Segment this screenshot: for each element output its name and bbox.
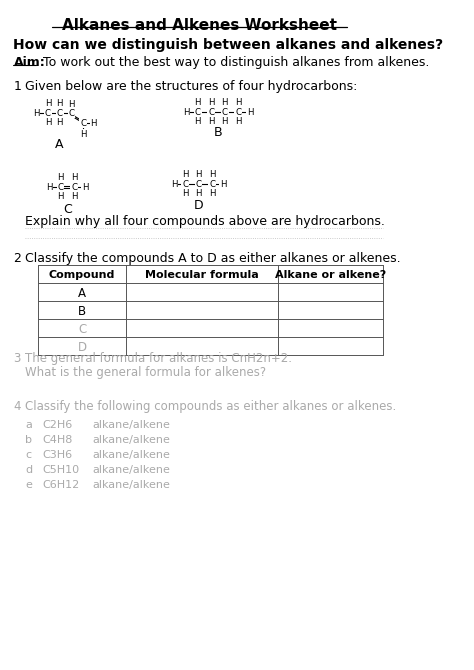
Text: H: H: [71, 192, 77, 200]
Text: The general formula for alkanes is CnH2n+2.: The general formula for alkanes is CnH2n…: [25, 352, 292, 365]
Text: H: H: [182, 188, 188, 198]
Text: H: H: [68, 100, 75, 109]
Text: C: C: [80, 119, 86, 127]
Text: B: B: [78, 304, 86, 318]
Text: Explain why all four compounds above are hydrocarbons.: Explain why all four compounds above are…: [25, 215, 385, 228]
Text: C: C: [235, 107, 241, 117]
Text: H: H: [246, 107, 253, 117]
Text: H: H: [182, 107, 189, 117]
Text: Classify the compounds A to D as either alkanes or alkenes.: Classify the compounds A to D as either …: [25, 252, 401, 265]
Text: H: H: [171, 180, 177, 188]
Text: Alkanes and Alkenes Worksheet: Alkanes and Alkenes Worksheet: [62, 18, 337, 33]
Text: H: H: [33, 109, 39, 117]
Text: C6H12: C6H12: [42, 480, 79, 490]
Text: C4H8: C4H8: [42, 435, 73, 445]
Text: a: a: [25, 420, 32, 430]
Text: H: H: [221, 98, 228, 107]
Text: H: H: [194, 98, 201, 107]
Text: C: C: [45, 109, 51, 117]
Text: alkane/alkene: alkane/alkene: [92, 480, 171, 490]
Text: alkane/alkene: alkane/alkene: [92, 465, 171, 475]
Text: 1: 1: [13, 80, 21, 93]
Text: H: H: [208, 98, 214, 107]
Text: Compound: Compound: [49, 270, 115, 280]
Text: 4: 4: [13, 400, 21, 413]
Text: A: A: [78, 287, 86, 299]
Text: e: e: [25, 480, 32, 490]
Text: D: D: [77, 340, 87, 354]
Text: To work out the best way to distinguish alkanes from alkenes.: To work out the best way to distinguish …: [39, 56, 429, 69]
Text: H: H: [235, 117, 241, 125]
Text: H: H: [71, 172, 77, 182]
Text: C: C: [182, 180, 188, 188]
Text: C: C: [208, 107, 214, 117]
Text: C: C: [57, 182, 64, 192]
Text: B: B: [214, 126, 222, 139]
Text: alkane/alkene: alkane/alkene: [92, 420, 171, 430]
Text: c: c: [25, 450, 31, 460]
Text: H: H: [182, 170, 188, 178]
Text: C5H10: C5H10: [42, 465, 79, 475]
Text: What is the general formula for alkenes?: What is the general formula for alkenes?: [25, 366, 266, 379]
Text: alkane/alkene: alkane/alkene: [92, 435, 171, 445]
Text: H: H: [194, 117, 201, 125]
Text: H: H: [209, 188, 215, 198]
Text: H: H: [209, 170, 215, 178]
Text: C: C: [69, 109, 74, 117]
Text: D: D: [194, 199, 203, 212]
Text: A: A: [55, 138, 63, 151]
Text: H: H: [221, 117, 228, 125]
Text: b: b: [25, 435, 32, 445]
Text: C: C: [196, 180, 201, 188]
Text: H: H: [56, 117, 63, 127]
Text: C: C: [57, 109, 63, 117]
Text: Aim:: Aim:: [13, 56, 45, 69]
Text: 3: 3: [13, 352, 21, 365]
Text: alkane/alkene: alkane/alkene: [92, 450, 171, 460]
Text: C: C: [222, 107, 228, 117]
Text: H: H: [220, 180, 226, 188]
Text: C: C: [71, 182, 77, 192]
Text: C: C: [78, 322, 86, 336]
Text: H: H: [56, 98, 63, 107]
Text: H: H: [235, 98, 241, 107]
Text: C2H6: C2H6: [42, 420, 73, 430]
Text: H: H: [46, 182, 53, 192]
Text: H: H: [208, 117, 214, 125]
Text: H: H: [80, 129, 87, 139]
Text: Alkane or alkene?: Alkane or alkene?: [274, 270, 386, 280]
Text: d: d: [25, 465, 32, 475]
Text: Molecular formula: Molecular formula: [145, 270, 259, 280]
Text: H: H: [90, 119, 97, 127]
Text: H: H: [82, 182, 88, 192]
Text: H: H: [195, 170, 202, 178]
Text: C: C: [209, 180, 215, 188]
Text: H: H: [195, 188, 202, 198]
Text: H: H: [45, 117, 51, 127]
Text: C3H6: C3H6: [42, 450, 72, 460]
Text: 2: 2: [13, 252, 21, 265]
Text: H: H: [57, 192, 64, 200]
Text: C: C: [195, 107, 201, 117]
Text: Given below are the structures of four hydrocarbons:: Given below are the structures of four h…: [25, 80, 357, 93]
Text: C: C: [63, 203, 72, 216]
Text: H: H: [57, 172, 64, 182]
Text: Classify the following compounds as either alkanes or alkenes.: Classify the following compounds as eith…: [25, 400, 396, 413]
Text: How can we distinguish between alkanes and alkenes?: How can we distinguish between alkanes a…: [13, 38, 444, 52]
Text: H: H: [45, 98, 51, 107]
